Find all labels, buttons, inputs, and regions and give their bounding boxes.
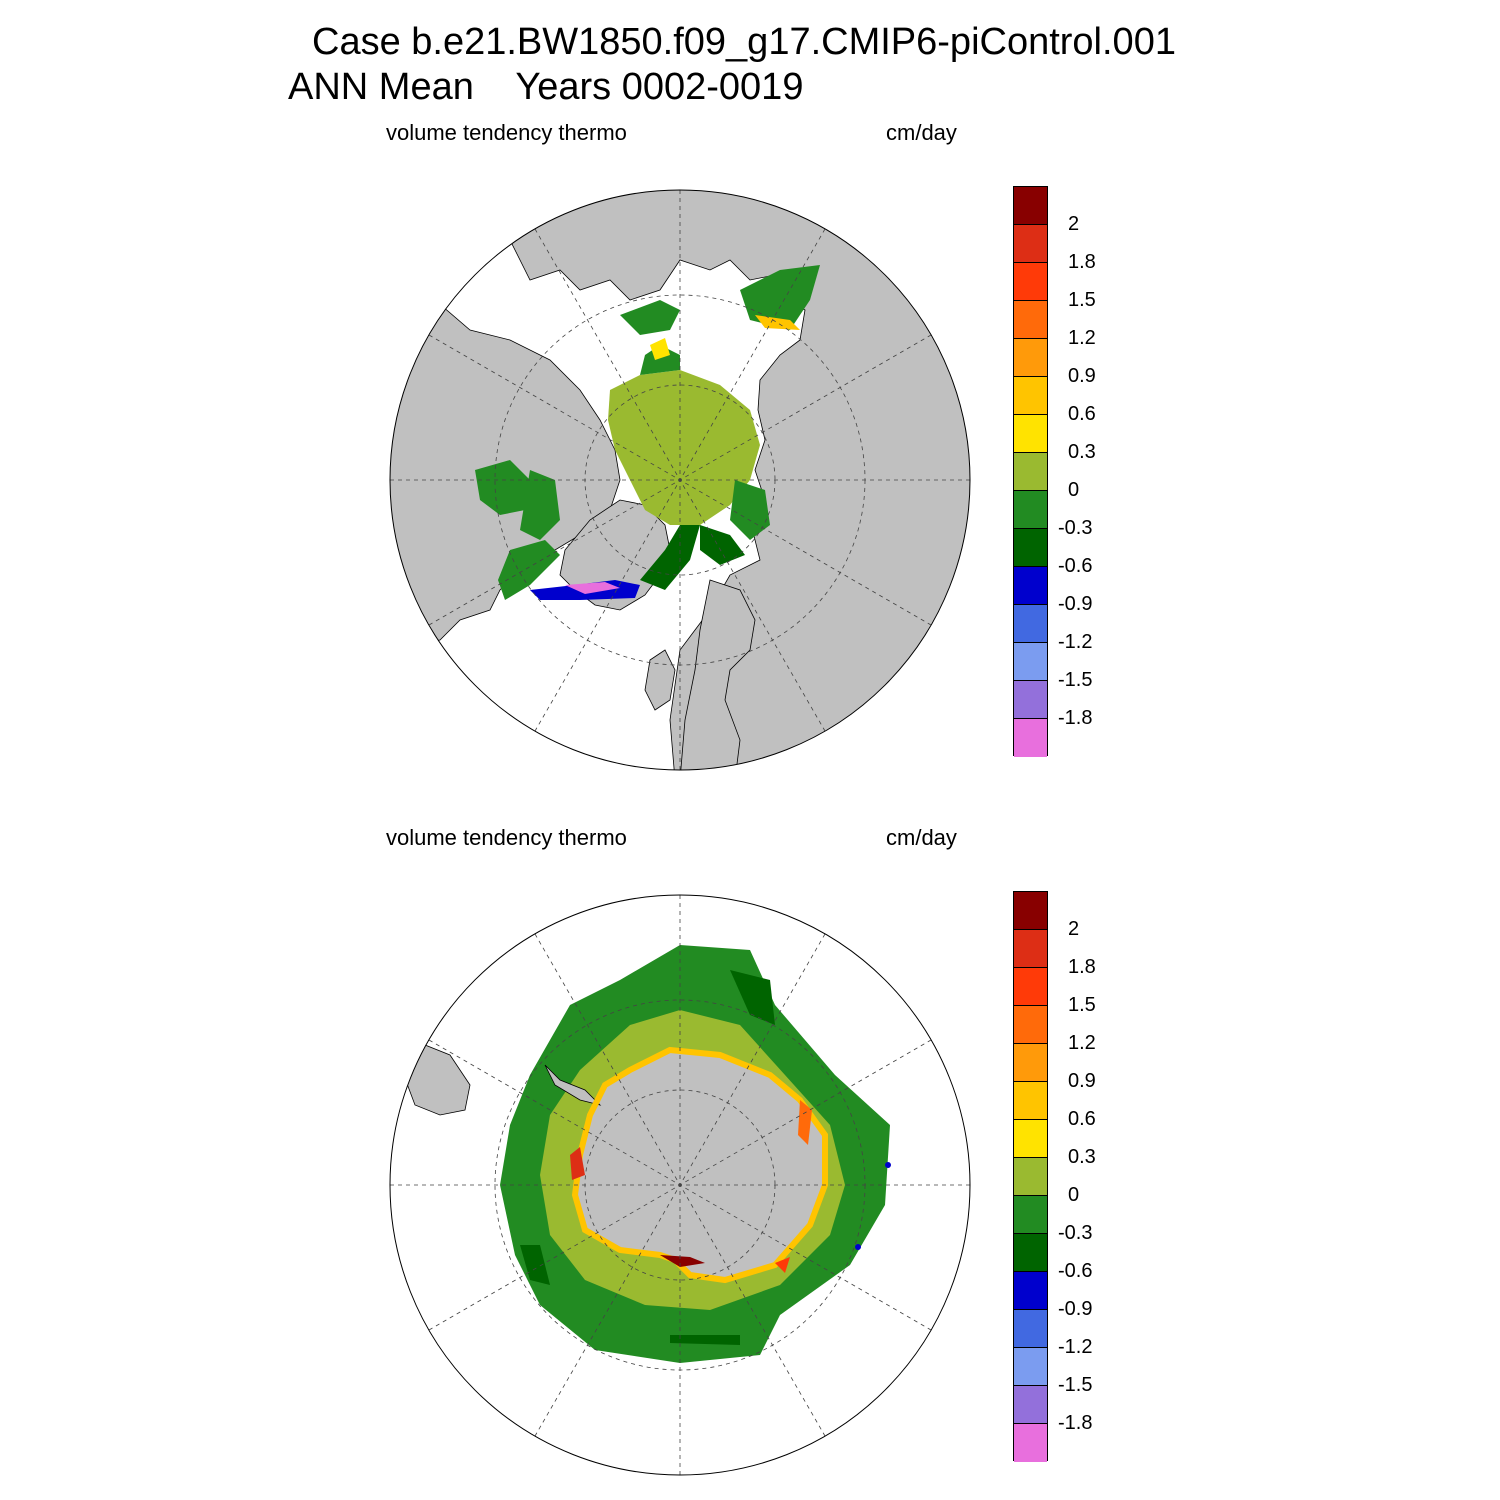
nh-colorbar-tick-label: -0.6 <box>1058 555 1093 577</box>
sh-variable-label: volume tendency thermo <box>386 825 627 850</box>
nh-field-okhotsk-edge <box>755 315 800 330</box>
sh-colorbar-tick-label: -1.8 <box>1058 1412 1093 1434</box>
nh-colorbar-tick-label: 2 <box>1068 213 1080 235</box>
nh-colorbar-tick-label: 1.8 <box>1068 251 1096 273</box>
sh-graticule <box>390 895 970 1475</box>
nh-colorbar-tick-label: -1.5 <box>1058 669 1093 691</box>
sh-colorbar-segment <box>1014 1424 1047 1462</box>
sh-colorbar-box <box>1013 891 1048 1462</box>
sh-colorbar-tick-label: 0.3 <box>1068 1146 1096 1168</box>
nh-colorbar-box <box>1013 186 1048 757</box>
nh-field-gulf-st-lawrence-core <box>565 582 620 594</box>
sh-colorbar-tick-label: -0.9 <box>1058 1298 1093 1320</box>
figure-title-line2: ANN Mean Years 0002-0019 <box>288 66 804 108</box>
sh-colorbar-segment <box>1014 1082 1047 1120</box>
sh-colorbar-tick-label: -1.2 <box>1058 1336 1093 1358</box>
nh-map-boundary <box>389 189 971 771</box>
nh-land-europe <box>679 579 756 770</box>
sh-colorbar-segment <box>1014 1196 1047 1234</box>
sh-colorbar-tick-label: -0.6 <box>1058 1260 1093 1282</box>
nh-field-arctic-margin-1 <box>640 345 680 375</box>
nh-field-hudson-bay <box>475 460 530 515</box>
sh-field-weddell-polynya <box>570 1147 585 1180</box>
sh-field-spot-2 <box>855 1244 861 1250</box>
sh-colorbar-segment <box>1014 1158 1047 1196</box>
sh-colorbar-segment <box>1014 968 1047 1006</box>
nh-colorbar-tick-label: 0.3 <box>1068 441 1096 463</box>
sh-colorbar-segment <box>1014 1044 1047 1082</box>
sh-colorbar-tick-label: 1.5 <box>1068 994 1096 1016</box>
nh-units-label: cm/day <box>886 120 957 145</box>
nh-colorbar-tick-label: -1.2 <box>1058 631 1093 653</box>
sh-colorbar-segment <box>1014 1234 1047 1272</box>
figure-title-line1: Case b.e21.BW1850.f09_g17.CMIP6-piContro… <box>312 21 1176 63</box>
nh-colorbar-tick-label: 0.9 <box>1068 365 1096 387</box>
sh-field-amery-polynya <box>775 1257 790 1273</box>
nh-colorbar-tick-label: 1.2 <box>1068 327 1096 349</box>
nh-colorbar-segment <box>1014 491 1047 529</box>
sh-field-outer-band-3 <box>670 1335 740 1345</box>
nh-variable-label: volume tendency thermo <box>386 120 627 145</box>
sh-polar-map <box>389 894 971 1476</box>
nh-field-baffin-bay <box>520 470 560 540</box>
nh-land-british-isles <box>644 649 676 711</box>
nh-colorbar-segment <box>1014 529 1047 567</box>
sh-units-label: cm/day <box>886 825 957 850</box>
nh-field-kara-sea <box>730 480 770 540</box>
sh-field-outer-band-1 <box>730 970 775 1025</box>
sh-colorbar-tick-label: 0 <box>1068 1184 1080 1206</box>
nh-colorbar-tick-label: -0.9 <box>1058 593 1093 615</box>
nh-graticule <box>390 190 970 770</box>
sh-colorbar-segment <box>1014 1272 1047 1310</box>
nh-colorbar-segment <box>1014 301 1047 339</box>
sh-colorbar-tick-label: 0.9 <box>1068 1070 1096 1092</box>
sh-field-east-coast-polynya <box>798 1100 812 1145</box>
nh-field-central-arctic <box>608 370 760 525</box>
nh-colorbar-segment <box>1014 643 1047 681</box>
nh-field-bering-sea <box>620 300 680 335</box>
sh-land-antarctic-peninsula <box>544 1064 602 1106</box>
nh-land-eurasia <box>499 190 970 770</box>
nh-field-barents-sea <box>700 525 745 565</box>
sh-colorbar-segment <box>1014 1120 1047 1158</box>
nh-colorbar-segment <box>1014 567 1047 605</box>
sh-colorbar-tick-label: 0.6 <box>1068 1108 1096 1130</box>
sh-colorbar-tick-label: -1.5 <box>1058 1374 1093 1396</box>
nh-colorbar-segment <box>1014 415 1047 453</box>
sh-colorbar-segment <box>1014 1310 1047 1348</box>
sh-colorbar-segment <box>1014 930 1047 968</box>
sh-colorbar-tick-label: 2 <box>1068 918 1080 940</box>
sh-field-outer-band-2 <box>520 1245 550 1285</box>
nh-field-okhotsk-sea <box>740 265 820 330</box>
sh-colorbar-segment <box>1014 1386 1047 1424</box>
nh-colorbar-tick-label: -1.8 <box>1058 707 1093 729</box>
nh-field-labrador <box>498 540 560 600</box>
nh-colorbar-segment <box>1014 681 1047 719</box>
nh-colorbar-segment <box>1014 263 1047 301</box>
nh-colorbar-segment <box>1014 719 1047 757</box>
sh-field-ross-sea-polynya <box>660 1255 705 1267</box>
nh-colorbar-tick-label: 0 <box>1068 479 1080 501</box>
sh-colorbar-tick-label: 1.2 <box>1068 1032 1096 1054</box>
nh-colorbar-segment <box>1014 377 1047 415</box>
sh-colorbar-tick-label: -0.3 <box>1058 1222 1093 1244</box>
sh-map-boundary <box>389 894 971 1476</box>
nh-colorbar-segment <box>1014 225 1047 263</box>
sh-colorbar-segment <box>1014 1006 1047 1044</box>
nh-colorbar-tick-label: -0.3 <box>1058 517 1093 539</box>
nh-field-greenland-sea <box>640 525 700 590</box>
nh-colorbar-tick-label: 1.5 <box>1068 289 1096 311</box>
nh-colorbar-segment <box>1014 453 1047 491</box>
sh-colorbar-segment <box>1014 892 1047 930</box>
nh-colorbar-tick-label: 0.6 <box>1068 403 1096 425</box>
nh-colorbar-segment <box>1014 339 1047 377</box>
sh-colorbar-tick-label: 1.8 <box>1068 956 1096 978</box>
nh-field-east-siberian-edge <box>650 338 670 360</box>
nh-colorbar-segment <box>1014 605 1047 643</box>
sh-field-spot-1 <box>885 1162 891 1168</box>
nh-polar-map <box>389 189 971 771</box>
nh-colorbar-segment <box>1014 187 1047 225</box>
sh-colorbar-segment <box>1014 1348 1047 1386</box>
